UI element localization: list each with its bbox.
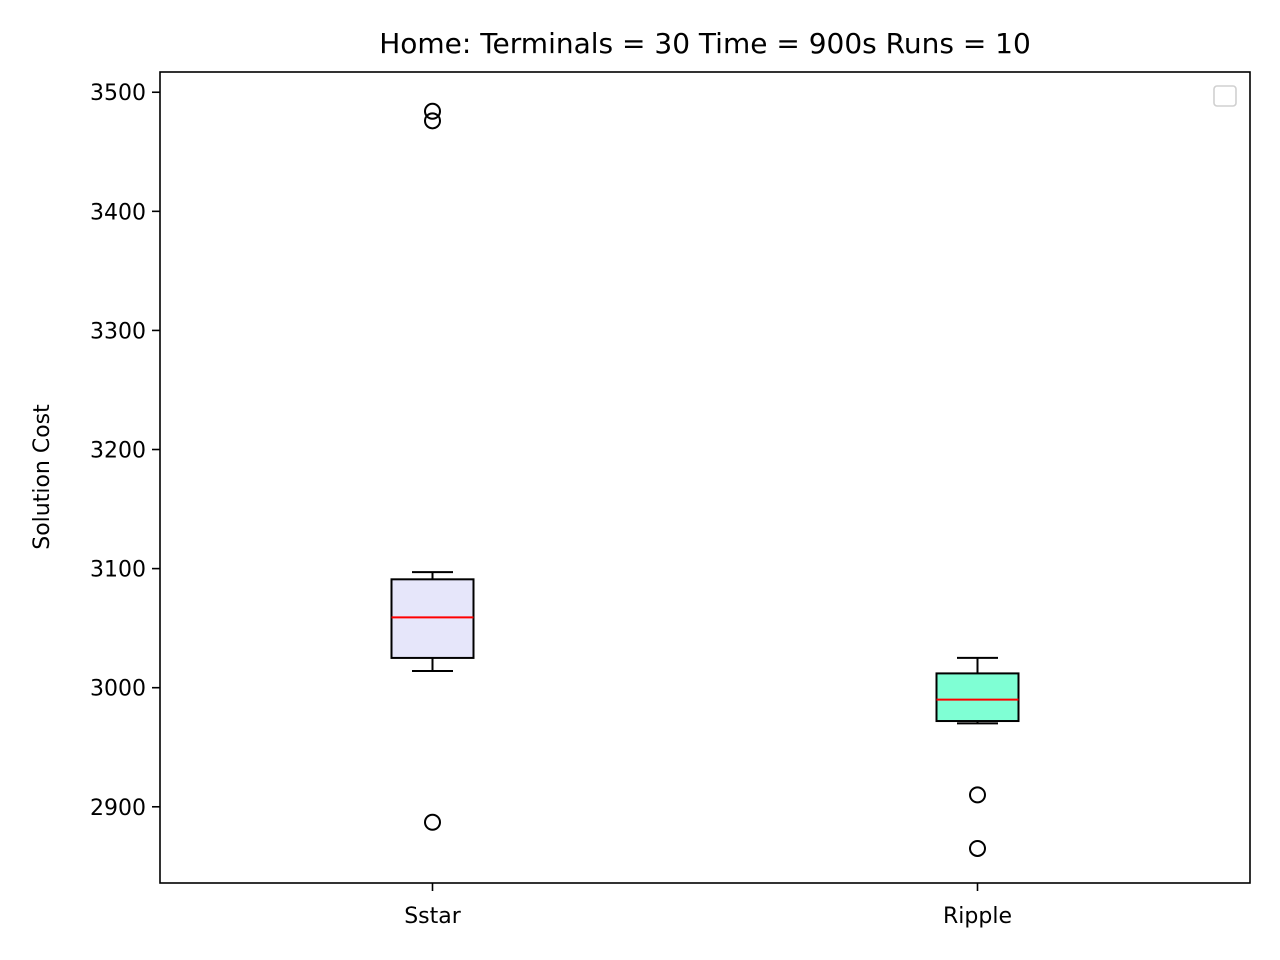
outlier-point [969, 786, 986, 804]
y-tick-label: 3300 [90, 319, 146, 344]
box-sstar [390, 578, 475, 659]
x-tick-label: Ripple [943, 904, 1012, 929]
legend-box [1213, 85, 1237, 107]
outlier-point [424, 102, 441, 120]
x-tick-label: Sstar [404, 904, 462, 929]
plot-frame [159, 71, 1251, 884]
box-ripple [935, 672, 1020, 723]
legend [1213, 85, 1237, 107]
chart-title: Home: Terminals = 30 Time = 900s Runs = … [379, 27, 1031, 60]
outlier-point [969, 839, 986, 857]
y-tick-label: 2900 [90, 796, 146, 821]
y-tick-label: 3000 [90, 677, 146, 702]
outlier-point [424, 112, 441, 130]
outlier-point [424, 813, 441, 831]
y-tick-label: 3200 [90, 439, 146, 464]
y-tick-label: 3100 [90, 558, 146, 583]
plot-area: 2900 3000 3100 3200 3300 3400 3500 Sstar Ripple [90, 81, 1020, 929]
y-tick-label: 3400 [90, 200, 146, 225]
y-axis-label: Solution Cost [30, 404, 55, 550]
y-tick-label: 3500 [90, 81, 146, 106]
